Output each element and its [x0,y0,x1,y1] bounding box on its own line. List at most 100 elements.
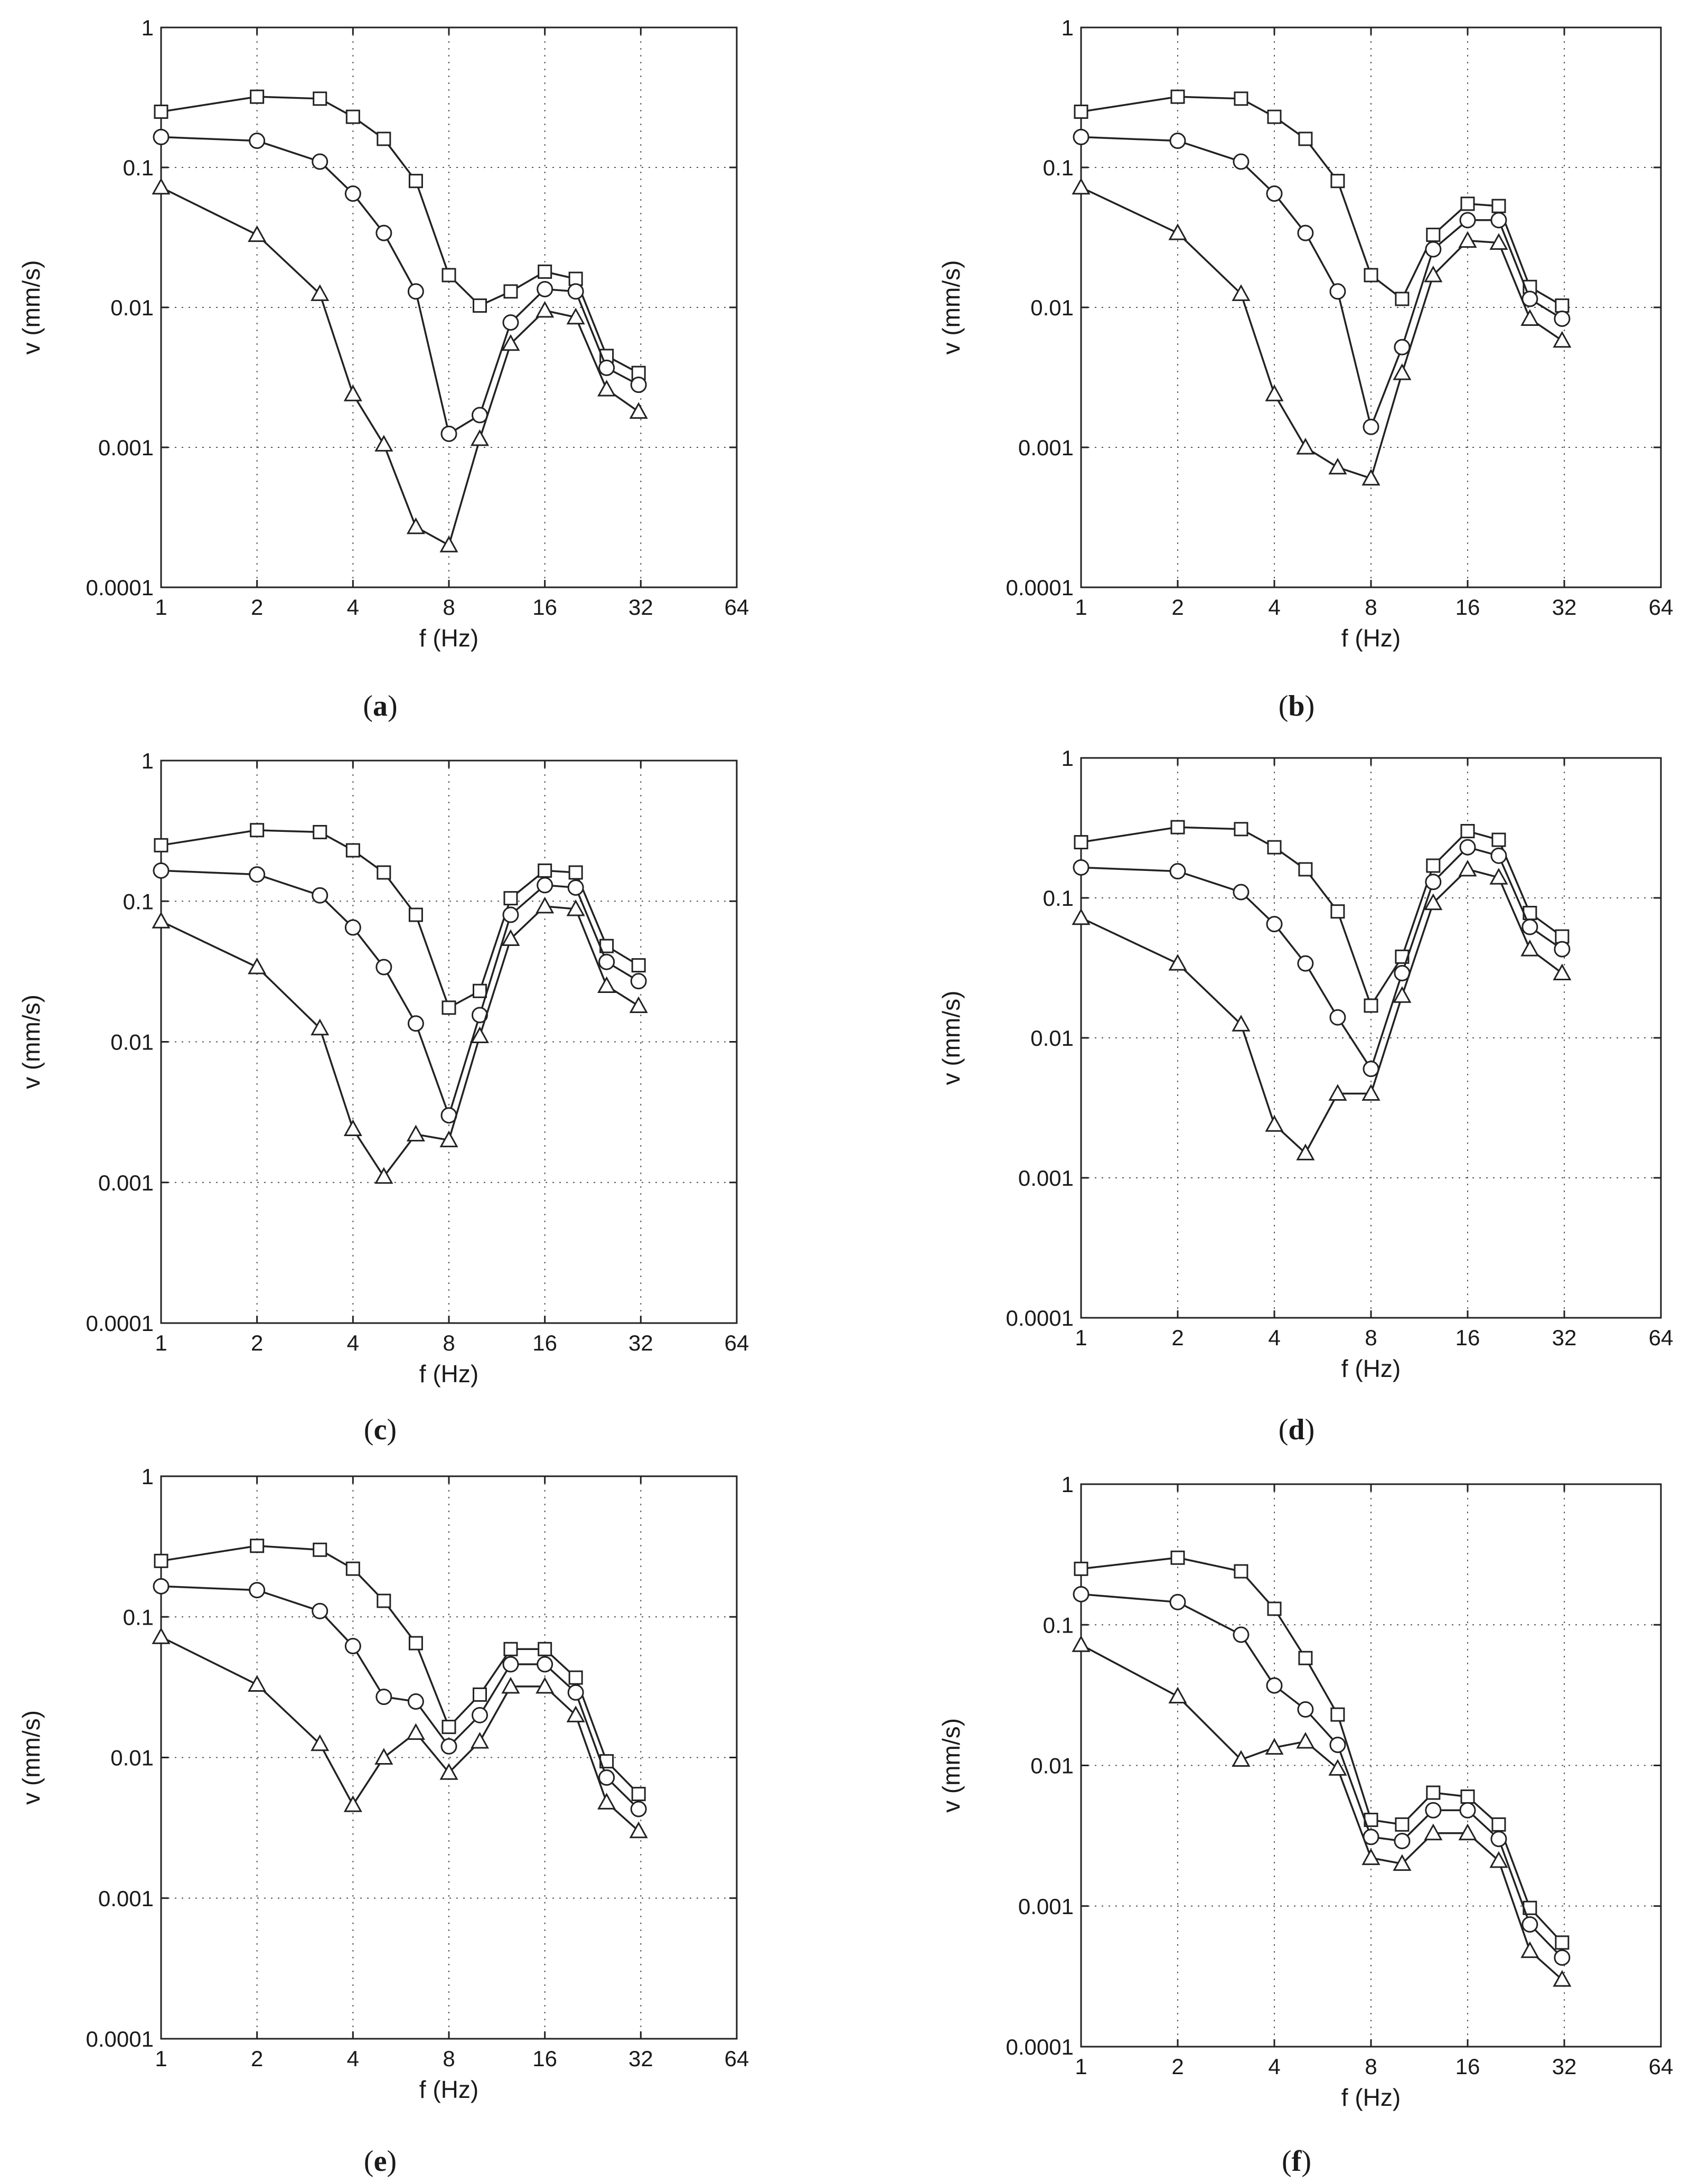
data-point-triangle [343,385,362,401]
x-axis-label: f (Hz) [1341,1355,1401,1382]
chart-a: 1 2 4 8 16 32 64 1 0.1 0.01 0.001 0.0001 f (Hz) v (mm… [17,15,749,723]
data-point-triangle [1168,1686,1187,1704]
plot-area [161,27,737,587]
data-point-circle [1169,863,1186,880]
x-tick-label: 4 [1268,595,1280,620]
y-tick-label: 0.001 [1018,435,1074,460]
y-tick-label: 0.0001 [1006,2035,1074,2059]
data-point-circle [312,1602,328,1619]
data-point-triangle [1361,1848,1381,1866]
data-point-square [1364,1813,1378,1827]
data-point-circle [630,1801,647,1817]
data-point-circle [630,973,647,990]
x-tick-label: 16 [532,2046,557,2071]
data-point-square [1074,835,1088,850]
data-point-triangle [248,225,267,242]
data-point-triangle [1489,1851,1508,1868]
panel-caption: (d) [1279,1413,1314,1446]
data-point-triangle [1232,1750,1251,1767]
data-point-triangle [1489,868,1508,885]
data-point-triangle [1265,1738,1284,1755]
data-point-triangle [1458,859,1477,877]
data-point-triangle [1361,468,1381,486]
data-point-square [472,1687,487,1702]
data-point-triangle [1232,284,1251,301]
data-point-circle [1233,884,1250,901]
data-point-circle [407,1693,424,1710]
data-point-triangle [1489,233,1508,250]
data-point-triangle [374,1748,393,1765]
data-point-circle [1490,847,1507,864]
data-point-triangle [1072,908,1091,925]
x-tick-label: 32 [1552,2054,1577,2079]
y-tick-label: 1 [1062,746,1074,771]
y-tick-label: 0.0001 [1006,575,1074,600]
data-point-circle [153,128,170,145]
x-tick-label: 4 [1268,1325,1280,1350]
data-point-triangle [248,957,267,974]
y-axis-label: v (mm/s) [937,1718,965,1813]
plot-area [161,761,737,1323]
data-point-square [345,109,360,124]
data-point-square [313,1542,327,1557]
data-point-triangle [470,1732,490,1749]
data-point-circle [1297,1701,1314,1718]
x-tick-label: 2 [251,595,263,620]
data-point-triangle [566,1705,585,1722]
data-point-triangle [1328,457,1347,475]
data-point-square [631,958,646,973]
data-point-circle [344,919,361,936]
data-point-square [377,1594,391,1608]
data-point-circle [1394,1833,1411,1850]
x-tick-label: 16 [532,1330,557,1355]
data-point-circle [153,1578,170,1595]
plot-frame [1080,26,1662,588]
data-point-circle [153,862,170,879]
data-point-circle [567,879,584,896]
data-point-circle [1329,1009,1346,1026]
data-point-square [345,843,360,858]
data-point-square [1298,1651,1313,1665]
data-point-circle [598,359,615,376]
y-tick-label: 0.01 [110,1030,154,1055]
y-tick-label: 1 [1062,15,1074,40]
y-axis-label: v (mm/s) [937,260,965,355]
data-point-square [503,284,518,299]
data-point-square [503,1642,518,1656]
data-point-circle [1363,1061,1379,1077]
data-point-triangle [470,429,490,446]
data-point-square [250,823,265,838]
data-point-triangle [501,334,520,351]
data-point-square [377,865,391,880]
data-point-triangle [566,899,585,916]
x-tick-label: 1 [155,1330,167,1355]
data-point-circle [1490,212,1507,229]
y-tick-label: 0.001 [1018,1166,1074,1191]
data-point-triangle [374,1167,393,1184]
y-tick-label: 0.0001 [86,2027,154,2051]
data-point-square [408,174,423,189]
data-point-circle [537,1656,553,1673]
data-point-square [1234,1564,1248,1579]
data-point-circle [375,224,392,241]
x-tick-label: 4 [347,2046,359,2071]
data-point-square [631,1787,646,1802]
x-tick-label: 32 [1552,595,1577,620]
data-point-square [408,1636,423,1651]
y-tick-label: 0.1 [123,889,154,914]
data-point-circle [1522,918,1538,935]
data-point-circle [1554,310,1571,327]
x-axis-label: f (Hz) [419,2076,478,2103]
chart-e: 1 2 4 8 16 32 64 1 0.1 0.01 0.001 0.0001 f (Hz) v (mm… [17,1464,749,2178]
y-tick-label: 0.0001 [86,575,154,600]
data-point-circle [1169,133,1186,149]
data-point-triangle [1393,986,1412,1003]
data-point-square [1491,832,1506,847]
data-point-square [1460,824,1475,839]
plot-frame [1080,757,1662,1319]
panel-caption: (f) [1282,2145,1311,2178]
data-point-circle [1459,1802,1476,1819]
y-tick-label: 0.1 [123,1605,154,1629]
y-tick-label: 0.001 [98,1886,154,1911]
data-point-circle [1297,224,1314,241]
